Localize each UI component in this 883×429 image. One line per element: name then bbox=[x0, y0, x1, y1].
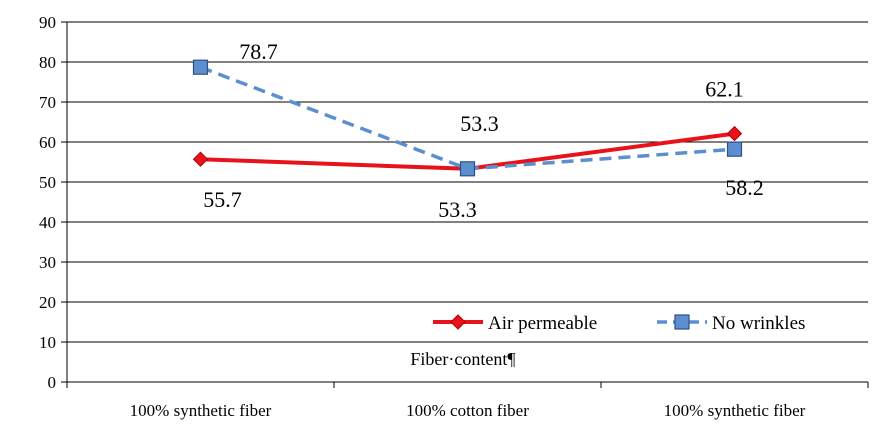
x-tick-label-2: 100% synthetic fiber bbox=[664, 401, 806, 420]
marker-no-wrinkles-1 bbox=[459, 161, 476, 177]
legend: Air permeable No wrinkles bbox=[433, 313, 805, 334]
data-label-air-permeable-0: 55.7 bbox=[203, 187, 242, 212]
y-tick-label-40: 40 bbox=[39, 213, 56, 232]
x-tick-labels: 100% synthetic fiber 100% cotton fiber 100… bbox=[130, 401, 806, 420]
y-tick-label-90: 90 bbox=[39, 13, 56, 32]
data-labels: 55.7 53.3 62.1 78.7 53.3 58.2 bbox=[203, 39, 764, 222]
legend-marker-air-permeable bbox=[450, 314, 466, 330]
data-label-air-permeable-1: 53.3 bbox=[438, 197, 477, 222]
series-markers bbox=[192, 59, 743, 177]
legend-marker-shape-air-permeable bbox=[450, 314, 466, 330]
data-label-no-wrinkles-0: 78.7 bbox=[239, 39, 278, 64]
marker-no-wrinkles-2 bbox=[726, 141, 743, 157]
legend-label-no-wrinkles: No wrinkles bbox=[712, 313, 805, 334]
y-tick-label-0: 0 bbox=[48, 373, 57, 392]
legend-marker-shape-no-wrinkles bbox=[674, 314, 690, 330]
marker-air-permeable-0 bbox=[192, 151, 209, 167]
gridlines bbox=[67, 21, 868, 343]
x-tick-label-0: 100% synthetic fiber bbox=[130, 401, 272, 420]
y-tick-label-70: 70 bbox=[39, 93, 56, 112]
marker-no-wrinkles-0 bbox=[192, 59, 209, 75]
y-tick-label-60: 60 bbox=[39, 133, 56, 152]
y-tick-label-80: 80 bbox=[39, 53, 56, 72]
legend-marker-no-wrinkles bbox=[674, 314, 690, 330]
x-tick-label-1: 100% cotton fiber bbox=[406, 401, 529, 420]
data-label-air-permeable-2: 62.1 bbox=[705, 77, 744, 102]
y-tick-label-30: 30 bbox=[39, 253, 56, 272]
marker-air-permeable-2 bbox=[726, 125, 743, 142]
y-tick-label-10: 10 bbox=[39, 333, 56, 352]
y-tick-labels: 0 10 20 30 40 50 60 70 80 90 bbox=[39, 13, 56, 392]
data-label-no-wrinkles-2: 58.2 bbox=[725, 175, 764, 200]
legend-label-air-permeable: Air permeable bbox=[488, 313, 597, 334]
axes bbox=[61, 21, 869, 388]
x-axis-title: Fiber·content¶ bbox=[410, 349, 515, 369]
data-label-no-wrinkles-1: 53.3 bbox=[460, 111, 499, 136]
y-tick-label-20: 20 bbox=[39, 293, 56, 312]
y-tick-label-50: 50 bbox=[39, 173, 56, 192]
